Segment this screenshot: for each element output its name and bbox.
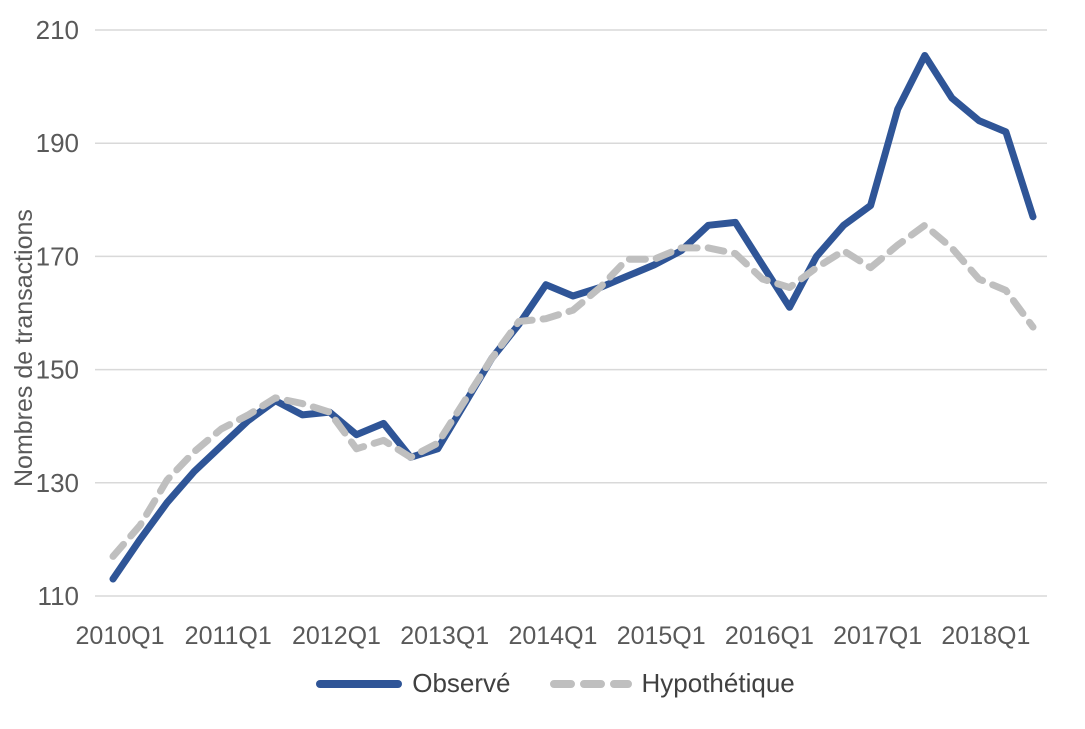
- y-axis-title: Nombres de transactions: [10, 209, 38, 487]
- series-line-hypothetique: [109, 221, 1037, 560]
- series-line-observe: [109, 52, 1037, 583]
- x-axis-tick-label: 2017Q1: [833, 622, 922, 650]
- y-axis-tick-label: 130: [36, 468, 79, 498]
- y-axis-tick-label: 110: [38, 581, 79, 611]
- y-axis-tick-label: 150: [36, 355, 79, 385]
- y-axis-tick-label: 170: [36, 241, 79, 271]
- y-axis-tick-label: 210: [36, 15, 79, 45]
- x-axis-tick-label: 2011Q1: [185, 622, 272, 650]
- legend: Observé Hypothétique: [0, 668, 1085, 699]
- x-axis-tick-label: 2018Q1: [941, 622, 1030, 650]
- legend-label-hypothetique: Hypothétique: [641, 668, 795, 698]
- legend-item-hypothetique: Hypothétique: [549, 668, 795, 699]
- x-axis-tick-label: 2010Q1: [76, 622, 165, 650]
- solid-line-swatch-icon: [316, 679, 403, 688]
- legend-label-observe: Observé: [412, 668, 511, 698]
- x-axis-tick-label: 2015Q1: [617, 622, 706, 650]
- x-axis-tick-label: 2013Q1: [400, 622, 489, 650]
- x-axis-tick-label: 2016Q1: [725, 622, 814, 650]
- dashed-line-swatch-icon: [549, 679, 632, 688]
- x-axis-tick-label: 2012Q1: [292, 622, 381, 650]
- legend-item-observe: Observé: [315, 668, 511, 699]
- x-axis-tick-label: 2014Q1: [508, 622, 597, 650]
- y-axis-tick-label: 190: [36, 128, 79, 158]
